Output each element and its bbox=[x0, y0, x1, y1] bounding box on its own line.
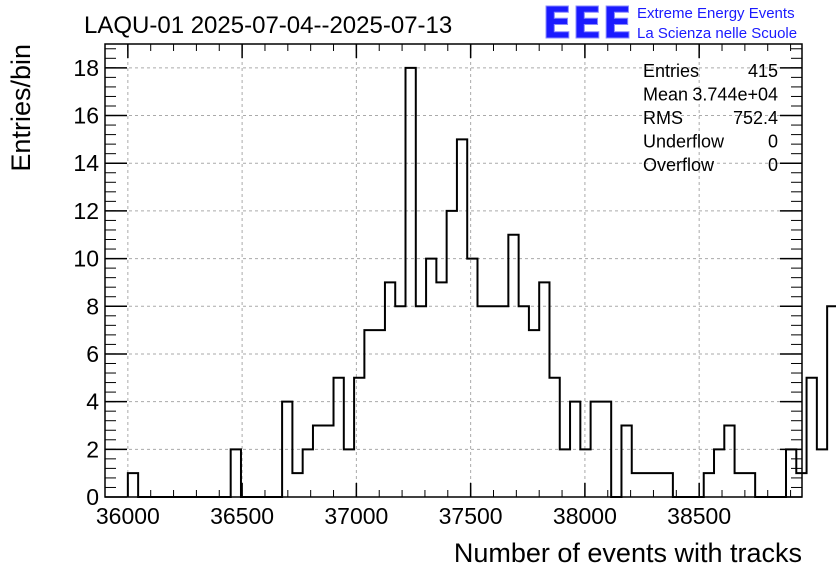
logo-line2: La Scienza nelle Scuole bbox=[637, 25, 797, 42]
y-tick-label: 8 bbox=[86, 293, 99, 319]
y-tick-label: 4 bbox=[86, 389, 99, 415]
x-tick-label: 38500 bbox=[667, 503, 731, 529]
stats-value: 0 bbox=[768, 132, 778, 152]
y-tick-label: 6 bbox=[86, 341, 99, 367]
stats-value: 3.744e+04 bbox=[692, 85, 778, 105]
stats-value: 415 bbox=[748, 61, 778, 81]
eee-logo: EEE Extreme Energy Events La Scienza nel… bbox=[542, 0, 798, 50]
histogram-outline bbox=[126, 66, 836, 498]
stats-value: 0 bbox=[768, 155, 778, 175]
x-tick-label: 36500 bbox=[210, 503, 274, 529]
plot-frame bbox=[104, 43, 803, 498]
logo-line1: Extreme Energy Events bbox=[637, 5, 795, 22]
x-tick-label: 37500 bbox=[439, 503, 503, 529]
x-tick-label: 38000 bbox=[553, 503, 617, 529]
x-axis-label: Number of events with tracks bbox=[454, 538, 802, 568]
stats-label: Underflow bbox=[643, 132, 725, 152]
x-tick-label: 37000 bbox=[324, 503, 388, 529]
stats-value: 752.4 bbox=[733, 108, 778, 128]
y-axis-label: Entries/bin bbox=[6, 44, 36, 172]
stats-label: Mean bbox=[643, 85, 688, 105]
chart-title: LAQU-01 2025-07-04--2025-07-13 bbox=[84, 12, 452, 39]
stats-label: Entries bbox=[643, 61, 699, 81]
y-tick-label: 14 bbox=[73, 150, 99, 176]
stats-label: Overflow bbox=[643, 155, 715, 175]
stats-label: RMS bbox=[643, 108, 683, 128]
y-tick-label: 10 bbox=[73, 246, 99, 272]
stats-box: Entries 415 Mean 3.744e+04 RMS 752.4 Underflow… bbox=[643, 61, 778, 175]
x-axis: 36000 36500 37000 37500 38000 38500 bbox=[96, 44, 792, 529]
eee-logo-mark: EEE bbox=[542, 0, 632, 49]
y-tick-label: 2 bbox=[86, 436, 99, 462]
grid-lines bbox=[105, 44, 802, 497]
x-tick-label: 36000 bbox=[96, 503, 160, 529]
y-axis: 0 2 4 6 8 10 12 14 16 18 bbox=[73, 48, 802, 510]
y-tick-label: 16 bbox=[73, 103, 99, 129]
y-tick-label: 12 bbox=[73, 198, 99, 224]
y-tick-label: 0 bbox=[86, 484, 99, 510]
y-tick-label: 18 bbox=[73, 55, 99, 81]
